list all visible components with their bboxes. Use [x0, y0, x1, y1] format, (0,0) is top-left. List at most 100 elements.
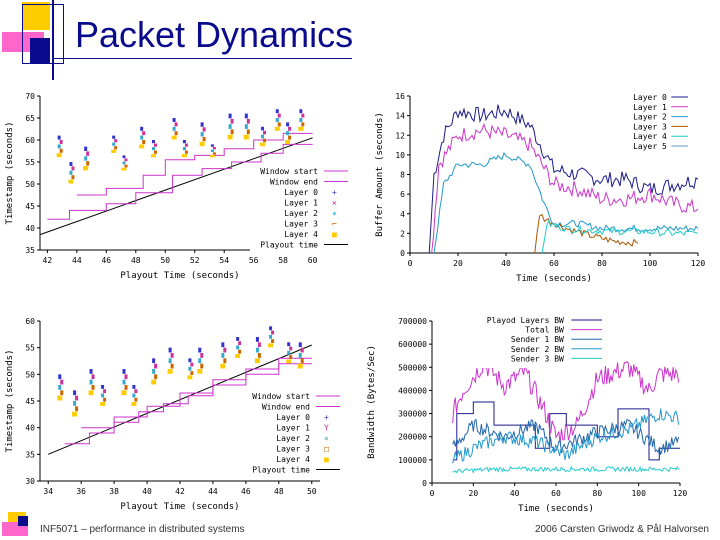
legend-label: Layer 3: [633, 122, 667, 131]
legend-marker: ⌐: [332, 220, 337, 229]
legend-marker: +: [324, 413, 329, 422]
packet-mark-layer-0: [198, 347, 202, 353]
packet-mark-layer-1: [301, 113, 305, 118]
legend-marker: Y: [324, 424, 329, 433]
packet-mark-layer-1: [75, 395, 79, 401]
packet-mark-layer-3: [124, 164, 128, 168]
corner-square-navy: [30, 38, 50, 64]
x-tick-label: 48: [131, 256, 141, 265]
legend-label: Sender 1 BW: [511, 335, 564, 344]
x-axis-title: Playout Time (seconds): [120, 502, 239, 512]
packet-mark-layer-4: [254, 358, 260, 364]
y-axis-title: Timestamp (seconds): [5, 122, 15, 225]
x-tick-label: 58: [278, 256, 288, 265]
packet-mark-layer-4: [72, 411, 78, 417]
x-tick-label: 100: [643, 259, 658, 268]
y-axis-title: Buffer Amount (seconds): [375, 112, 385, 237]
packet-mark-layer-2: [269, 334, 273, 339]
corner-square-outline: [22, 4, 64, 64]
y-tick-label: 45: [25, 397, 35, 406]
packet-mark-layer-3: [134, 397, 138, 402]
packet-mark-layer-2: [298, 353, 302, 358]
packet-mark-layer-3: [154, 374, 158, 380]
y-tick-label: 2: [400, 229, 405, 238]
packet-mark-layer-2: [84, 156, 88, 161]
packet-mark-layer-0: [269, 326, 273, 331]
packet-mark-layer-1: [263, 130, 267, 135]
series-line-layer-0: [428, 104, 699, 254]
packet-mark-layer-4: [150, 154, 156, 158]
packet-mark-layer-3: [91, 385, 95, 390]
packet-mark-layer-4: [167, 369, 173, 374]
y-tick-label: 55: [25, 158, 35, 167]
packet-mark-layer-1: [170, 353, 174, 358]
packet-mark-layer-1: [277, 113, 281, 118]
packet-mark-layer-0: [287, 342, 291, 347]
packet-mark-layer-3: [71, 175, 75, 180]
legend-label: Layer 5: [633, 142, 667, 151]
x-tick-label: 120: [673, 489, 688, 498]
packet-mark-layer-2: [255, 347, 259, 353]
packet-mark-layer-0: [140, 126, 144, 131]
packet-mark-layer-4: [227, 134, 233, 140]
y-tick-label: 0: [422, 479, 427, 488]
packet-mark-layer-0: [275, 109, 279, 114]
legend-box: [250, 165, 350, 255]
x-tick-label: 40: [501, 259, 511, 268]
packet-mark-layer-3: [288, 135, 292, 140]
x-tick-label: 20: [453, 259, 463, 268]
legend-label: Window end: [262, 403, 310, 412]
y-tick-label: 12: [395, 131, 405, 140]
series-line-layer-1: [431, 122, 699, 254]
packet-mark-layer-3: [114, 146, 118, 150]
packet-mark-layer-2: [122, 161, 126, 165]
packet-mark-layer-3: [202, 136, 206, 142]
legend-marker: ✶: [332, 209, 337, 218]
packet-mark-layer-3: [230, 129, 234, 135]
packet-mark-layer-4: [83, 165, 89, 171]
packet-mark-layer-4: [68, 179, 74, 184]
corner-square-orange: [22, 2, 50, 30]
legend-box: [242, 390, 342, 480]
packet-mark-layer-0: [168, 347, 172, 353]
title-hline: [52, 58, 352, 59]
packet-mark-layer-1: [288, 126, 292, 131]
packet-mark-layer-4: [121, 390, 127, 396]
packet-mark-layer-1: [60, 379, 64, 385]
legend-label: Layer 2: [633, 113, 667, 122]
packet-mark-layer-1: [271, 330, 275, 335]
packet-mark-layer-3: [289, 355, 293, 359]
packet-mark-layer-0: [122, 369, 126, 374]
packet-mark-layer-3: [277, 122, 281, 127]
packet-mark-layer-3: [246, 129, 250, 135]
x-tick-label: 60: [549, 259, 559, 268]
y-tick-label: 300000: [398, 410, 427, 419]
y-tick-label: 55: [25, 344, 35, 353]
packet-mark-layer-0: [89, 369, 93, 374]
legend-marker: ×: [332, 199, 337, 208]
packet-mark-layer-1: [184, 143, 188, 147]
packet-mark-layer-4: [274, 126, 280, 131]
timestamp-chart-bottom: 34 36 38 40 42 44 46 48 50 30 35 40 45 50 55 60 Playout …: [5, 317, 342, 512]
packet-mark-layer-4: [286, 359, 292, 364]
packet-mark-layer-4: [171, 135, 177, 140]
packet-mark-layer-2: [140, 135, 144, 140]
packet-mark-layer-1: [124, 374, 128, 380]
footer-square-navy: [18, 516, 28, 526]
packet-mark-layer-0: [261, 126, 265, 131]
legend-label: Layer 2: [276, 434, 310, 443]
packet-mark-layer-2: [151, 147, 155, 151]
y-tick-label: 200000: [398, 433, 427, 442]
legend-label: Sender 3 BW: [511, 354, 564, 363]
x-tick-label: 0: [430, 489, 435, 498]
legend-label: Layer 0: [284, 188, 318, 197]
packet-mark-layer-2: [287, 350, 291, 355]
packet-mark-layer-1: [257, 342, 261, 348]
packet-mark-layer-4: [209, 154, 215, 158]
packet-mark-layer-1: [153, 143, 157, 147]
x-tick-label: 52: [190, 256, 200, 265]
x-tick-label: 36: [76, 487, 86, 496]
packet-mark-layer-2: [275, 118, 279, 122]
playout-time-line: [39, 137, 313, 236]
packet-mark-layer-3: [142, 140, 146, 144]
